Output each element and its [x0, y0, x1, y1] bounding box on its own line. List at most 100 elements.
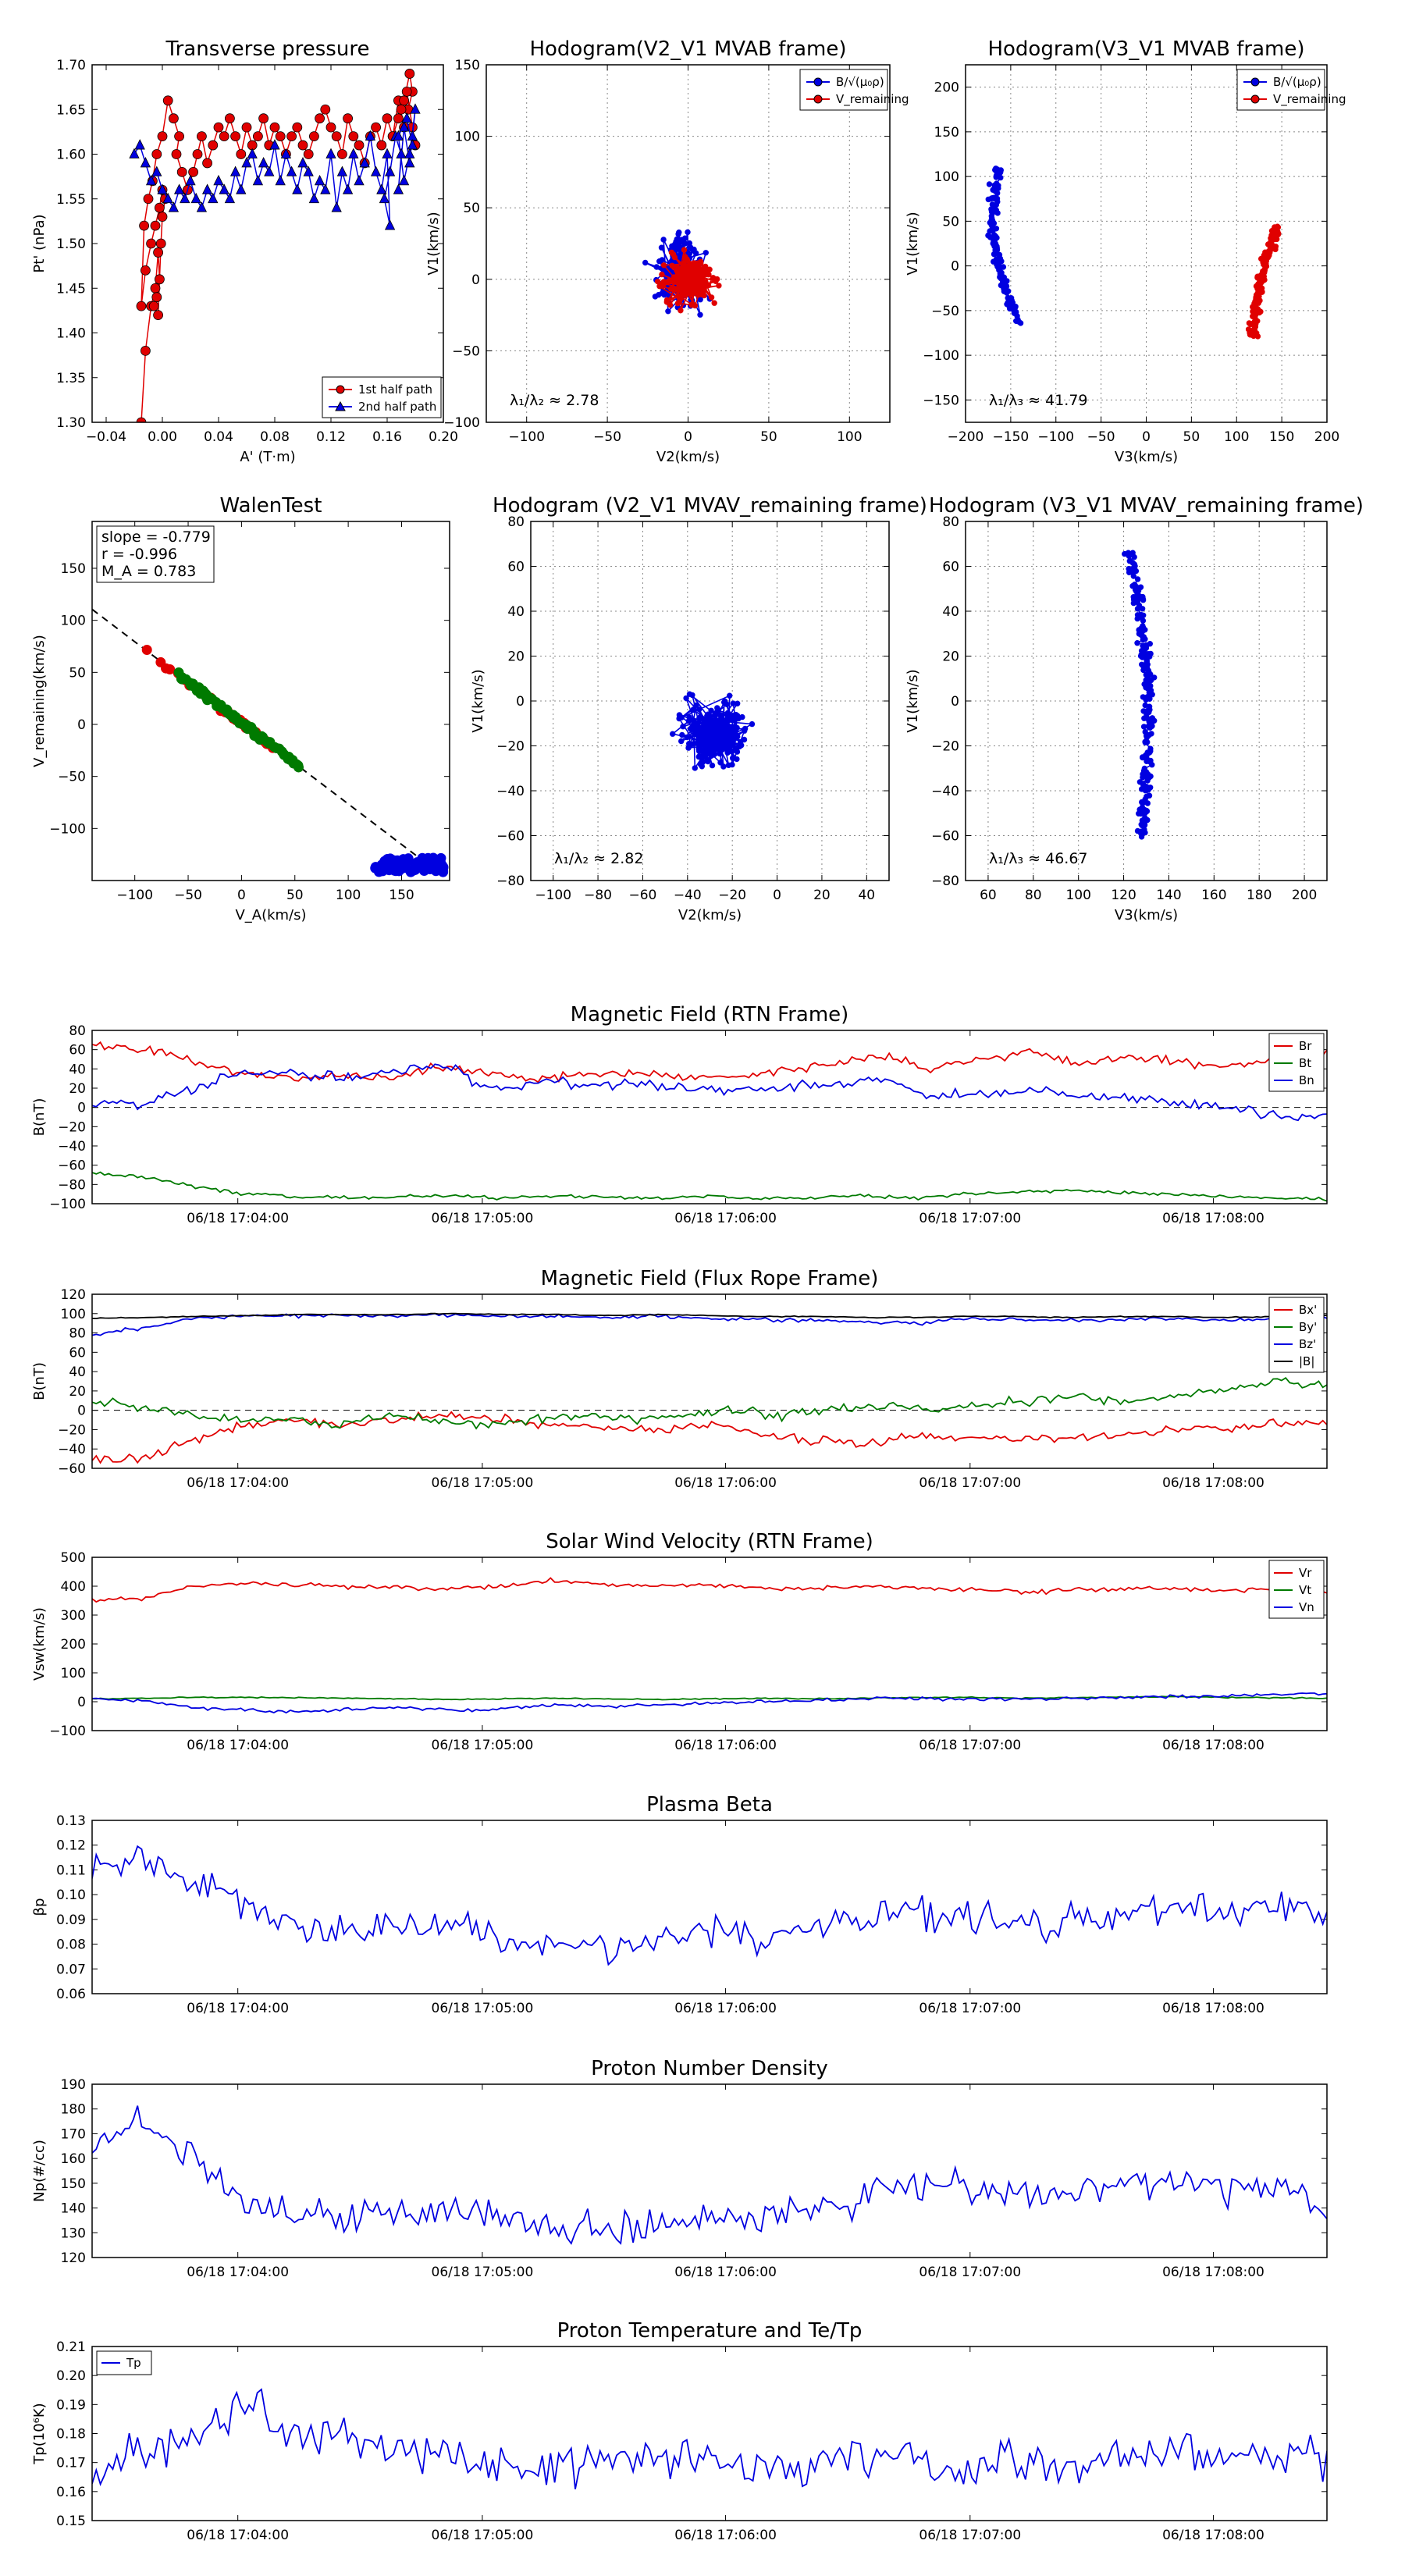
data-point [398, 121, 410, 132]
legend-label: V_remaining [836, 92, 909, 107]
data-point [151, 165, 162, 176]
r-label: r = -0.996 [101, 546, 177, 563]
x-tick-label: 06/18 17:05:00 [432, 1738, 534, 1753]
y-tick-label: 100 [61, 1666, 86, 1681]
chart-hodogram_v3v1_mvav: Hodogram (V3_V1 MVAV_remaining frame) 60 8… [905, 494, 1364, 923]
series-line-0 [92, 1577, 1327, 1603]
data-point [279, 749, 290, 760]
legend-label: B/√(μ₀ρ) [836, 75, 884, 89]
data-point [1142, 702, 1148, 709]
data-point [1127, 557, 1133, 564]
data-point [690, 247, 696, 254]
data-point [134, 139, 145, 150]
y-tick-label: 180 [61, 2102, 86, 2118]
data-point [280, 148, 292, 158]
data-point [1134, 827, 1141, 834]
data-point [727, 692, 733, 699]
x-tick-label: 06/18 17:05:00 [432, 2528, 534, 2543]
data-point [398, 854, 409, 865]
data-point [692, 765, 698, 771]
y-tick-label: −100 [923, 348, 959, 364]
data-point [1148, 731, 1154, 737]
data-point [687, 726, 694, 732]
y-tick-label: 200 [61, 1637, 86, 1653]
y-tick-label: 150 [61, 561, 86, 577]
data-point [258, 113, 269, 124]
data-point [292, 122, 303, 133]
y-tick-label: −20 [496, 739, 525, 755]
x-tick-label: −100 [508, 429, 545, 445]
x-tick-label: 06/18 17:07:00 [919, 2001, 1021, 2016]
legend-label: 1st half path [358, 382, 432, 397]
y-tick-label: 40 [507, 604, 525, 620]
series-line-0 [92, 1845, 1327, 1966]
data-point [683, 695, 689, 702]
data-point [1140, 694, 1147, 700]
data-point [724, 749, 731, 756]
data-point [168, 201, 180, 212]
x-tick-label: 0.04 [204, 429, 233, 445]
data-point [150, 220, 161, 231]
data-point [418, 859, 429, 870]
data-point [708, 707, 714, 713]
x-tick-label: 06/18 17:05:00 [432, 2265, 534, 2280]
data-point [365, 130, 376, 141]
y-tick-label: 80 [69, 1326, 86, 1342]
data-point [716, 283, 722, 289]
data-point [331, 131, 342, 142]
data-point [699, 728, 706, 734]
eigen-ratio-label: λ₁/λ₂ ≈ 2.78 [510, 392, 599, 409]
x-axis-label: V2(km/s) [678, 907, 742, 923]
legend-label: V_remaining [1273, 92, 1346, 107]
x-tick-label: 0.16 [372, 429, 402, 445]
chart-ts_beta: Plasma Beta 06/18 17:04:00 06/18 17:05:00 0… [31, 1793, 1328, 2016]
data-point [151, 292, 162, 303]
data-point [679, 290, 686, 297]
data-point [371, 122, 382, 133]
data-point [162, 192, 173, 204]
data-point [241, 157, 252, 168]
y-tick-label: −20 [58, 1422, 86, 1438]
data-point [382, 113, 393, 124]
series-line-0 [92, 1411, 1327, 1464]
data-point [642, 259, 649, 266]
legend-marker [813, 77, 823, 87]
x-tick-label: 180 [1247, 888, 1272, 903]
data-point [686, 240, 693, 247]
y-axis-label: V1(km/s) [425, 212, 442, 275]
plot-area [92, 2105, 1327, 2245]
y-tick-label: 500 [61, 1550, 86, 1566]
data-point [714, 705, 720, 711]
y-tick-label: 190 [61, 2077, 86, 2093]
data-point [742, 725, 749, 732]
data-point [655, 279, 661, 285]
data-point [660, 262, 667, 269]
data-point [670, 731, 676, 737]
x-tick-label: 06/18 17:06:00 [674, 1475, 777, 1491]
data-point [991, 194, 997, 201]
data-point [157, 212, 168, 222]
series-line-0 [92, 2105, 1327, 2245]
data-point [162, 95, 173, 106]
data-point [678, 738, 685, 745]
y-tick-label: 0 [951, 694, 959, 710]
plot-frame [91, 1820, 1328, 1994]
y-tick-label: 50 [69, 665, 86, 681]
series-line-2 [92, 1692, 1327, 1714]
chart-title: WalenTest [220, 494, 322, 518]
data-point [989, 201, 996, 208]
chart-title: Solar Wind Velocity (RTN Frame) [546, 1530, 873, 1553]
y-tick-label: 0.10 [56, 1888, 86, 1903]
y-tick-label: 150 [61, 2176, 86, 2192]
chart-title: Proton Temperature and Te/Tp [557, 2319, 863, 2343]
data-point [1134, 640, 1140, 646]
data-point [303, 149, 314, 159]
data-point [698, 283, 705, 290]
data-point [686, 714, 692, 720]
y-tick-label: 1.60 [56, 148, 86, 163]
x-tick-label: 06/18 17:07:00 [919, 1475, 1021, 1491]
series-line-0 [92, 2388, 1327, 2489]
chart-ts_velocity: Solar Wind Velocity (RTN Frame) 06/18 17:… [31, 1530, 1328, 1753]
plot-area [985, 165, 1282, 340]
plot-area [642, 229, 722, 318]
